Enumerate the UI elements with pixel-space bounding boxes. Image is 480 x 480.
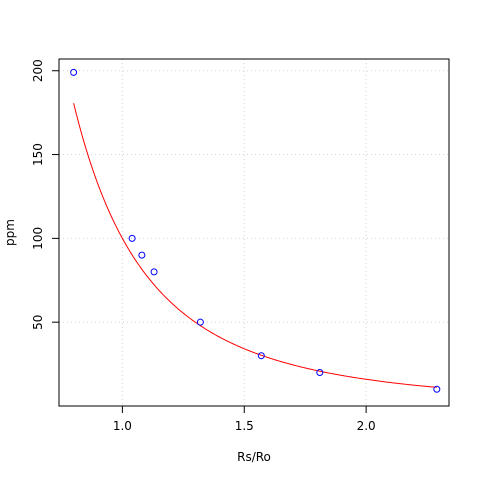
y-axis: 50 100 150 200 [31, 59, 59, 330]
y-tick-label: 100 [31, 227, 45, 250]
data-point [316, 368, 324, 376]
data-point [257, 352, 265, 360]
data-point [433, 385, 441, 393]
data-point [150, 268, 158, 276]
data-point [196, 318, 204, 326]
x-tick-label: 1.0 [113, 419, 132, 433]
fitted-curve-line [73, 103, 437, 388]
y-tick-label: 50 [31, 315, 45, 330]
data-points [70, 68, 441, 393]
data-point [138, 251, 146, 259]
x-tick-label: 1.5 [235, 419, 254, 433]
x-axis-label: Rs/Ro [237, 450, 271, 464]
y-tick-label: 150 [31, 143, 45, 166]
data-point [70, 68, 78, 76]
data-point [128, 234, 136, 242]
y-axis-label: ppm [3, 219, 17, 246]
x-axis: 1.0 1.5 2.0 [113, 406, 376, 433]
plot-frame [58, 58, 450, 407]
grid-lines [59, 59, 449, 406]
x-tick-label: 2.0 [357, 419, 376, 433]
y-tick-label: 200 [31, 59, 45, 82]
